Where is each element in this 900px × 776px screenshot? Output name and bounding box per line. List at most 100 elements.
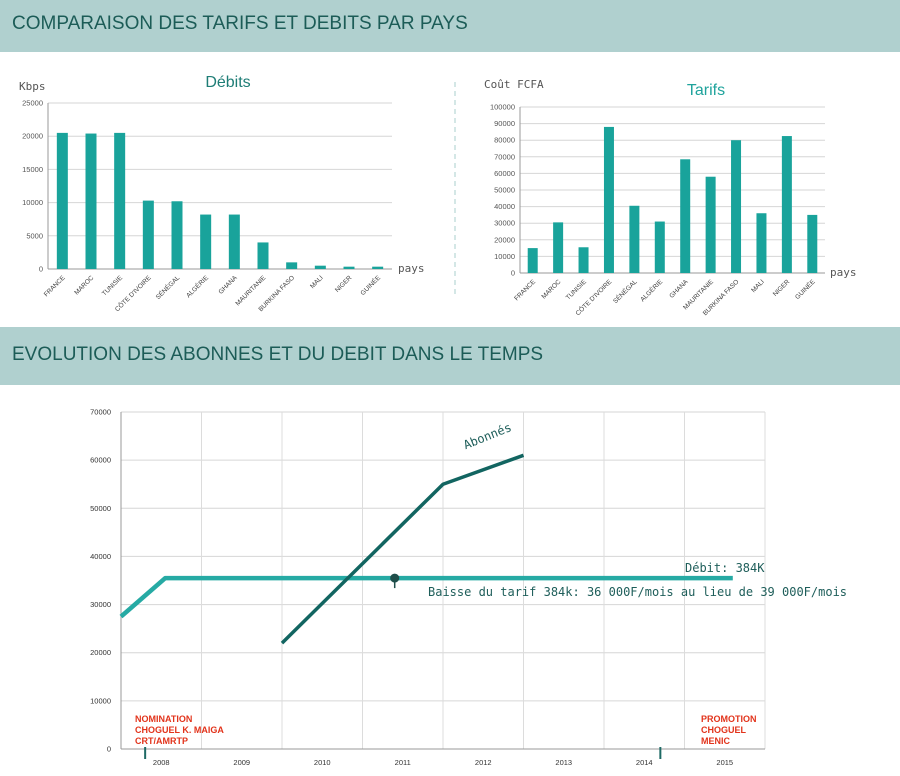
y-tick-label: 100000 — [490, 103, 515, 112]
y-tick-label: 70000 — [494, 152, 515, 161]
chart-title: Tarifs — [687, 82, 725, 99]
y-tick-label: 40000 — [90, 552, 111, 561]
bar-burkina-faso — [731, 140, 742, 273]
y-tick-label: 0 — [511, 269, 515, 278]
bar-mauritanie — [705, 176, 716, 273]
y-tick-label: 0 — [107, 745, 111, 754]
bar-algerie — [654, 221, 665, 273]
bar-cote-d-ivoire — [603, 126, 614, 273]
x-tick-label-tunisie: TUNISIE — [565, 278, 589, 302]
x-tick-label-algerie: ALGÉRIE — [638, 277, 665, 304]
x-tick-label-guinee: GUINÉE — [793, 277, 817, 301]
bar-mali — [314, 265, 326, 269]
section-banner-comparison: COMPARAISON DES TARIFS ET DEBITS PAR PAY… — [0, 0, 900, 52]
series-label-debit: Débit: 384K — [685, 561, 765, 575]
series-label-subscribers: Abonnés — [461, 420, 513, 452]
x-axis-label: pays — [398, 262, 425, 275]
bar-france — [56, 132, 68, 269]
x-tick-label-guinee: GUINÉE — [358, 273, 382, 297]
section-title-comparison: COMPARAISON DES TARIFS ET DEBITS PAR PAY… — [12, 13, 468, 34]
milestone-label: CRT/AMRTP — [135, 736, 188, 746]
bar-burkina-faso — [286, 262, 298, 269]
milestone-label: MENIC — [701, 736, 731, 746]
bar-senegal — [629, 205, 640, 273]
x-tick-label-senegal: SÉNÉGAL — [153, 273, 181, 301]
x-tick-label-niger: NIGER — [772, 278, 792, 298]
bar-algerie — [200, 214, 212, 269]
y-tick-label: 10000 — [90, 696, 111, 705]
x-tick-label-2008: 2008 — [153, 758, 170, 767]
bar-mali — [756, 213, 767, 273]
y-tick-label: 10000 — [22, 198, 43, 207]
x-tick-label-tunisie: TUNISIE — [101, 274, 125, 298]
y-tick-label: 60000 — [494, 169, 515, 178]
y-tick-label: 90000 — [494, 119, 515, 128]
bar-maroc — [85, 133, 97, 269]
chart-divider — [454, 82, 456, 297]
y-tick-label: 60000 — [90, 456, 111, 465]
y-tick-label: 70000 — [90, 408, 111, 417]
milestone-label: NOMINATION — [135, 714, 192, 724]
bar-niger — [343, 266, 355, 269]
debits-bar-chart: 0 5000 10000 15000 20000 25000 FRANCE MAROC TUNI… — [19, 74, 425, 313]
y-tick-label: 50000 — [90, 504, 111, 513]
section-banner-evolution: EVOLUTION DES ABONNES ET DU DEBIT DANS L… — [0, 327, 900, 385]
bar-france — [527, 248, 538, 273]
y-tick-label: 80000 — [494, 136, 515, 145]
y-tick-label: 30000 — [90, 600, 111, 609]
x-tick-label-maroc: MAROC — [540, 278, 562, 300]
bar-guinee — [807, 214, 818, 273]
y-tick-label: 10000 — [494, 252, 515, 261]
y-tick-label: 20000 — [22, 132, 43, 141]
x-tick-label-mali: MALI — [309, 274, 325, 290]
y-tick-label: 20000 — [90, 648, 111, 657]
y-axis-label: Coût FCFA — [484, 78, 544, 91]
x-tick-label-2014: 2014 — [636, 758, 653, 767]
y-tick-label: 40000 — [494, 202, 515, 211]
x-tick-label-2015: 2015 — [716, 758, 733, 767]
bar-niger — [781, 136, 792, 273]
x-tick-label-2010: 2010 — [314, 758, 331, 767]
x-tick-label-2009: 2009 — [233, 758, 250, 767]
bar-senegal — [171, 201, 183, 269]
x-tick-label-algerie: ALGÉRIE — [184, 273, 211, 300]
y-tick-label: 25000 — [22, 99, 43, 108]
x-tick-label-france: FRANCE — [43, 274, 67, 298]
bar-mauritanie — [257, 242, 269, 269]
bar-cote-d-ivoire — [142, 200, 154, 269]
x-tick-label-maroc: MAROC — [73, 274, 95, 296]
chart-title: Débits — [205, 74, 250, 91]
bar-tunisie — [578, 247, 589, 273]
x-tick-label-senegal: SÉNÉGAL — [611, 277, 639, 305]
tariff-marker — [390, 573, 400, 583]
y-axis-label: Kbps — [19, 80, 46, 93]
x-tick-label-2011: 2011 — [395, 758, 411, 767]
x-tick-label-2013: 2013 — [555, 758, 572, 767]
bar-ghana — [680, 159, 691, 273]
x-tick-label-france: FRANCE — [513, 278, 537, 302]
bar-tunisie — [114, 132, 126, 269]
bar-maroc — [553, 222, 564, 273]
x-axis-label: pays — [830, 266, 857, 279]
tariff-annotation: Baisse du tarif 384k: 36 000F/mois au li… — [428, 585, 847, 599]
y-tick-label: 30000 — [494, 219, 515, 228]
y-tick-label: 50000 — [494, 186, 515, 195]
section-title-evolution: EVOLUTION DES ABONNES ET DU DEBIT DANS L… — [12, 344, 544, 365]
x-tick-label-ghana: GHANA — [668, 278, 690, 300]
x-tick-label-2012: 2012 — [475, 758, 492, 767]
evolution-line-chart: 0 10000 20000 30000 40000 50000 60000 70000 2008… — [90, 408, 847, 768]
x-tick-label-niger: NIGER — [334, 274, 354, 294]
y-tick-label: 20000 — [494, 235, 515, 244]
milestone-label: PROMOTION — [701, 714, 757, 724]
milestone-label: CHOGUEL K. MAIGA — [135, 725, 224, 735]
milestone-label: CHOGUEL — [701, 725, 747, 735]
y-tick-label: 15000 — [22, 165, 43, 174]
series-line-subscribers — [280, 453, 525, 645]
series-line-debit — [119, 575, 733, 619]
tarifs-bar-chart: 0 10000 20000 30000 40000 50000 60000 70000 8000… — [484, 78, 857, 317]
x-tick-label-ghana: GHANA — [217, 274, 239, 296]
y-tick-label: 5000 — [26, 231, 43, 240]
bar-guinee — [372, 266, 384, 269]
bar-ghana — [228, 214, 240, 269]
y-tick-label: 0 — [39, 265, 43, 274]
